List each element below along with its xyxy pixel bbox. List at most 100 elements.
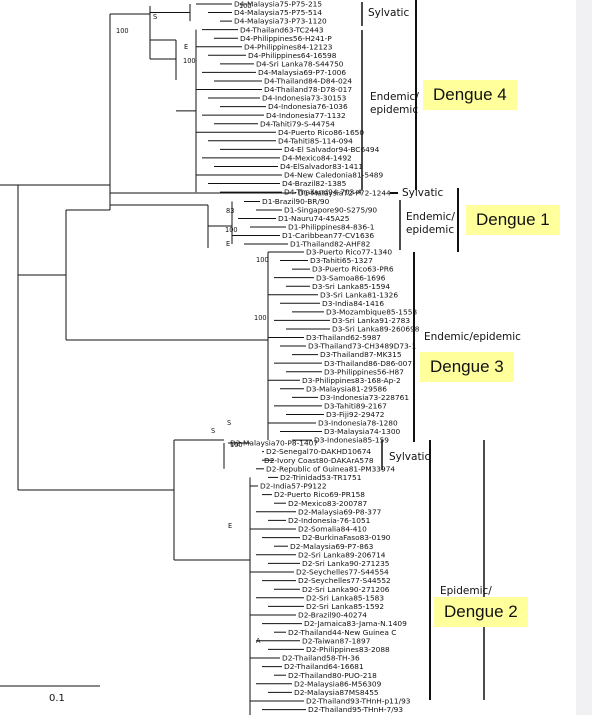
node-support-label: A [256, 637, 261, 645]
d2-taxon-label: D2-Mexico83-200787 [288, 499, 367, 508]
d2-taxon-label: D2-Thailand64-16681 [284, 662, 364, 671]
d3-taxon-label: D3-Malaysia81-29586 [306, 384, 387, 393]
group-label-d4_endemic: Endemic/ [370, 91, 419, 103]
d1-taxon-label: D1-Philippines84-836-1 [288, 223, 375, 232]
node-support-label: S [153, 13, 157, 21]
d3-taxon-label: D3-Indonesia85-159 [314, 436, 389, 445]
d2-taxon-label: D2-Somalia84-410 [298, 525, 367, 534]
d2-taxon-label: D2-Thailand80-PUO-218 [288, 671, 377, 680]
d3-taxon-label: D3-Puerto Rico63-PR6 [312, 265, 394, 274]
d3-taxon-label: D3-Indonesia73-228761 [320, 393, 409, 402]
d2-taxon-label: D2-Sri Lanka90-271206 [302, 585, 390, 594]
node-support-label: E [226, 240, 230, 248]
d1-taxon-label: D1-Brazil90-BR/90 [262, 197, 330, 206]
d3-taxon-label: D3-Malaysia74-1300 [324, 427, 401, 436]
d1-taxon-label: D1-Singapore90-S275/90 [284, 206, 377, 215]
d1-taxon-label: D1-Thailand82-AHF82 [290, 240, 370, 249]
d4-taxon-label: D4-Thailand63-TC2443 [240, 25, 324, 34]
d3-taxon-label: D3-Mozambique85-1558 [326, 307, 417, 316]
d4-taxon-label: D4-Indonesia76-1036 [268, 102, 348, 111]
d3-taxon-label: D3-Puerto Rico77-1340 [306, 248, 392, 257]
d3-taxon-label: D3-Thailand87-MK315 [320, 350, 402, 359]
d4-taxon-label: D4-Thailand78-D78-017 [264, 85, 352, 94]
scale-bar-label: 0.1 [49, 693, 65, 704]
d4-taxon-label: D4-Thailand94-703-4 [284, 188, 362, 197]
d2-taxon-label: D2-India57-P9122 [260, 482, 327, 491]
d2-taxon-label: D2-Thailand95-THnH-7/93 [308, 705, 403, 714]
group-brackets [361, 0, 485, 700]
d4-taxon-label: D4-Malaysia75-P75-514 [234, 8, 322, 17]
d3-taxon-label: D3-Sri Lanka91-2783 [332, 316, 410, 325]
group-label-d1_sylvatic: Sylvatic [402, 187, 443, 199]
d3-taxon-label: D3-Philippines83-168-Ap-2 [302, 376, 401, 385]
group-label-d4_endemic: epidemic [370, 104, 418, 116]
d2-taxon-label: D2-Sri Lanka89-206714 [298, 550, 386, 559]
node-support-label: 100 [239, 2, 252, 10]
node-support-label: 100 [183, 57, 196, 65]
d3-taxon-label: D3-Tahiti89-2167 [324, 402, 387, 411]
d4-taxon-label: D4-Thailand84-D84-024 [264, 77, 352, 86]
d4-taxon-label: D4-Brazil82-1385 [282, 179, 347, 188]
group-label-d4_sylvatic: Sylvatic [368, 7, 409, 19]
d4-taxon-label: D4-Malaysia75-P75-215 [234, 0, 322, 9]
d3-taxon-label: D3-Samoa86-1696 [316, 273, 386, 282]
d4-taxon-label: D4-New Caledonia81-5489 [284, 171, 383, 180]
node-support-label: 100 [230, 441, 243, 449]
d2-taxon-label: D2-Indonesia-76-1051 [288, 516, 371, 525]
d1-taxon-label: D1-Caribbean77-CV1636 [282, 231, 374, 240]
node-support-label: 100 [254, 314, 267, 322]
serotype-label-dengue-2: Dengue 2 [434, 597, 528, 627]
d2-taxon-label: D2-Brazil90-40274 [298, 611, 367, 620]
d2-taxon-label: D2-Puerto Rico69-PR158 [274, 490, 365, 499]
d2-taxon-label: D2-Malaysia87MS8455 [294, 688, 379, 697]
d4-taxon-label: D4-Tahiti85-114-094 [278, 136, 353, 145]
d2-taxon-label: D2-BurkinaFaso83-0190 [302, 533, 391, 542]
d4-taxon-label: D4-Malaysia69-P7-1006 [258, 68, 346, 77]
node-support-label: E [228, 522, 232, 530]
d2-taxon-label: D2-Malaysia70-P8-1407 [230, 439, 318, 448]
d4-taxon-label: D4-Sri Lanka78-S44750 [256, 59, 344, 68]
d2-taxon-label: D2-Trinidad53-TR1751 [280, 473, 362, 482]
d2-taxon-label: D2-Malaysia69-P7-863 [290, 542, 374, 551]
node-support-label: E [184, 43, 188, 51]
d4-taxon-label: D4-Indonesia77-1132 [266, 111, 346, 120]
node-support-label: 100 [116, 27, 129, 35]
d1-taxon-label: D1-Malaysia72-P72-1244 [298, 189, 391, 198]
d4-taxon-label: D4-Malaysia73-P73-1120 [234, 17, 327, 26]
node-support-label: 100 [256, 256, 269, 264]
d2-taxon-label: D2-Taiwan87-1897 [302, 636, 371, 645]
d2-taxon-label: D2-Senegal70-DAKHD10674 [266, 447, 371, 456]
d4-taxon-label: D4-Mexico84-1492 [282, 154, 352, 163]
node-support-label: S [211, 427, 215, 435]
node-support-label: 83 [226, 207, 234, 215]
d4-taxon-label: D4-Indonesia73-30153 [262, 94, 347, 103]
d3-taxon-label: D3-Tahiti65-1327 [310, 256, 373, 265]
d3-taxon-label: D3-Thailand73-CH3489D73-1 [308, 342, 416, 351]
d2-taxon-label: D2-Malaysia69-P8-377 [298, 507, 382, 516]
group-label-d2_sylvatic: Sylvatic [389, 451, 430, 463]
d2-taxon-label: D2-Thailand93-THnH-28/93 [306, 714, 406, 715]
d2-taxon-label: D2-Sri Lanka90-271235 [302, 559, 390, 568]
d4-taxon-label: D4-ElSalvador83-1411 [280, 162, 363, 171]
leaf-labels: D4-Malaysia75-P75-215D4-Malaysia75-P75-5… [230, 0, 420, 715]
d4-taxon-label: D4-Philippines84-12123 [244, 42, 333, 51]
serotype-label-dengue-4: Dengue 4 [423, 80, 517, 110]
d2-taxon-label: D2-Thailand93-THnH-p11/93 [306, 697, 411, 706]
d3-taxon-label: D3-Sri Lanka89-260698 [332, 325, 420, 334]
group-label-d1_endemic: Endemic/ [406, 211, 455, 223]
d4-taxon-label: D4-Philippines64-16598 [248, 51, 337, 60]
d2-taxon-label: D2-Philippines83-2088 [306, 645, 390, 654]
serotype-label-dengue-3: Dengue 3 [420, 352, 514, 382]
d2-taxon-label: D2-Malaysia86-M56309 [294, 679, 382, 688]
d3-taxon-label: D3-Philippines56-H87 [324, 367, 404, 376]
node-support-labels: 100 S 100 E 100 83 E 100 100 100 S S 100 E A [116, 2, 269, 645]
d2-taxon-label: D2-Seychelles77-S44552 [298, 576, 391, 585]
d4-taxon-label: D4-El Salvador94-BC6494 [284, 145, 380, 154]
d4-taxon-label: D4-Philippines56-H241-P [240, 34, 332, 43]
d3-taxon-label: D3-Thailand62-5987 [306, 333, 381, 342]
d3-taxon-label: D3-Fiji92-29472 [326, 410, 385, 419]
d2-taxon-label: D2-Sri Lanka85-1583 [306, 593, 384, 602]
d2-taxon-label: D2-Thailand58-TH-36 [282, 654, 360, 663]
node-support-label: S [227, 419, 231, 427]
